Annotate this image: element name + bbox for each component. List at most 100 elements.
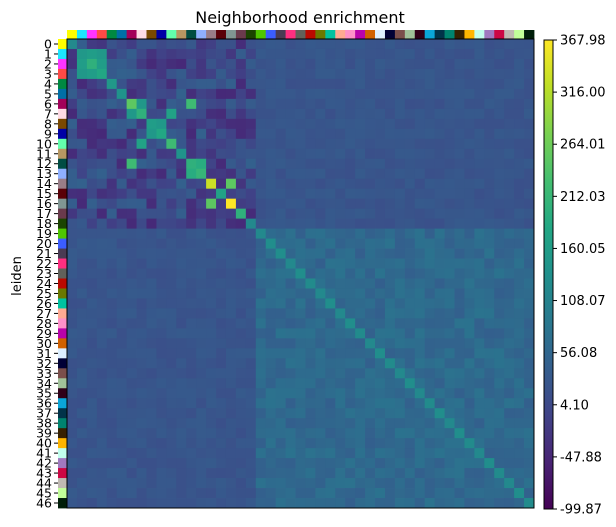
heatmap-cell-6-18 xyxy=(245,98,257,110)
top-cluster-swatch-13 xyxy=(196,30,207,39)
heatmap-cell-2-43 xyxy=(494,58,505,70)
heatmap-cell-41-46 xyxy=(524,448,535,459)
heatmap-cell-18-20 xyxy=(265,218,277,229)
heatmap-cell-22-13 xyxy=(196,258,207,269)
heatmap-cell-43-8 xyxy=(146,468,157,479)
heatmap-cell-32-42 xyxy=(484,358,495,369)
heatmap-cell-41-14 xyxy=(206,448,217,459)
heatmap-cell-37-18 xyxy=(245,408,257,419)
heatmap-cell-28-45 xyxy=(514,318,525,329)
heatmap-cell-19-18 xyxy=(245,228,257,239)
heatmap-cell-28-17 xyxy=(235,318,247,329)
heatmap-cell-8-42 xyxy=(484,118,495,130)
heatmap-cell-4-2 xyxy=(86,78,98,90)
heatmap-cell-5-35 xyxy=(414,88,426,100)
heatmap-cell-3-25 xyxy=(315,68,326,80)
heatmap-cell-7-37 xyxy=(434,108,445,120)
left-cluster-swatch-45 xyxy=(58,488,67,499)
heatmap-cell-9-10 xyxy=(166,128,177,140)
heatmap-cell-20-35 xyxy=(414,238,426,249)
heatmap-cell-44-12 xyxy=(186,478,197,489)
heatmap-cell-12-31 xyxy=(375,158,386,170)
heatmap-cell-18-0 xyxy=(67,218,78,229)
heatmap-cell-30-0 xyxy=(67,338,78,349)
heatmap-cell-7-20 xyxy=(265,108,277,120)
heatmap-cell-45-28 xyxy=(345,488,356,499)
heatmap-cell-41-32 xyxy=(384,448,396,459)
heatmap-cell-1-33 xyxy=(394,48,406,60)
heatmap-cell-27-29 xyxy=(355,308,366,319)
heatmap-cell-17-25 xyxy=(315,208,326,220)
heatmap-cell-39-32 xyxy=(384,428,396,439)
heatmap-cell-24-14 xyxy=(206,278,217,289)
heatmap-cell-42-24 xyxy=(305,458,316,469)
heatmap-cell-1-25 xyxy=(315,48,326,60)
heatmap-cell-39-29 xyxy=(355,428,366,439)
heatmap-cell-39-18 xyxy=(245,428,257,439)
heatmap-cell-24-1 xyxy=(76,278,88,289)
heatmap-cell-36-33 xyxy=(394,398,406,409)
row-tick-label-32: 32 xyxy=(36,356,52,371)
heatmap-cell-41-34 xyxy=(404,448,416,459)
heatmap-cell-45-5 xyxy=(116,488,128,499)
heatmap-cell-13-15 xyxy=(216,168,227,180)
heatmap-cell-29-15 xyxy=(216,328,227,339)
heatmap-cell-30-42 xyxy=(484,338,495,349)
heatmap-cell-29-36 xyxy=(424,328,436,339)
heatmap-cell-9-11 xyxy=(176,128,187,140)
heatmap-cell-35-13 xyxy=(196,388,207,399)
heatmap-cell-2-38 xyxy=(444,58,455,70)
heatmap-cell-1-27 xyxy=(335,48,346,60)
heatmap-cell-15-16 xyxy=(225,188,237,200)
heatmap-cell-11-0 xyxy=(67,148,78,160)
heatmap-cell-4-42 xyxy=(484,78,495,90)
heatmap-cell-2-9 xyxy=(156,58,167,70)
heatmap-cell-15-34 xyxy=(404,188,416,200)
heatmap-cell-34-27 xyxy=(335,378,346,389)
heatmap-cell-44-18 xyxy=(245,478,257,489)
heatmap-cell-23-29 xyxy=(355,268,366,279)
heatmap-cell-9-46 xyxy=(524,128,535,140)
heatmap-cell-16-38 xyxy=(444,198,455,210)
heatmap-cell-3-13 xyxy=(196,68,207,80)
heatmap-cell-29-39 xyxy=(454,328,465,339)
heatmap-cell-6-24 xyxy=(305,98,316,110)
heatmap-cell-30-35 xyxy=(414,338,426,349)
heatmap-cell-18-45 xyxy=(514,218,525,229)
heatmap-cell-36-4 xyxy=(106,398,118,409)
heatmap-cell-17-5 xyxy=(116,208,128,220)
heatmap-cell-23-34 xyxy=(404,268,416,279)
heatmap-cell-36-6 xyxy=(126,398,137,409)
heatmap-cell-27-30 xyxy=(365,308,376,319)
heatmap-cell-13-17 xyxy=(235,168,247,180)
heatmap-cell-31-27 xyxy=(335,348,346,359)
chart-title: Neighborhood enrichment xyxy=(195,8,405,27)
heatmap-cell-5-21 xyxy=(275,88,286,100)
heatmap-cell-43-3 xyxy=(96,468,108,479)
heatmap-cell-19-30 xyxy=(365,228,376,239)
heatmap-cell-14-16 xyxy=(225,178,237,190)
heatmap-cell-6-34 xyxy=(404,98,416,110)
left-cluster-swatch-41 xyxy=(58,448,67,459)
heatmap-cell-2-7 xyxy=(136,58,147,70)
heatmap-cell-35-41 xyxy=(474,388,485,399)
heatmap-cell-20-26 xyxy=(325,238,336,249)
heatmap-cell-36-26 xyxy=(325,398,336,409)
heatmap-cell-3-24 xyxy=(305,68,316,80)
heatmap-cell-19-28 xyxy=(345,228,356,239)
heatmap-cell-4-14 xyxy=(206,78,217,90)
heatmap-cell-31-25 xyxy=(315,348,326,359)
heatmap-cell-26-4 xyxy=(106,298,118,309)
heatmap-cell-10-11 xyxy=(176,138,187,150)
heatmap-cell-44-2 xyxy=(86,478,98,489)
colorbar-ticks: 367.98316.00264.01212.03160.05108.0756.0… xyxy=(553,34,606,518)
heatmap-cell-6-5 xyxy=(116,98,128,110)
heatmap-cell-44-22 xyxy=(285,478,296,489)
heatmap-cell-15-26 xyxy=(325,188,336,200)
heatmap-cell-46-28 xyxy=(345,498,356,509)
heatmap-cell-8-32 xyxy=(384,118,396,130)
heatmap-cell-27-15 xyxy=(216,308,227,319)
heatmap-cell-23-33 xyxy=(394,268,406,279)
heatmap-cell-25-24 xyxy=(305,288,316,299)
heatmap-cell-40-0 xyxy=(67,438,78,449)
